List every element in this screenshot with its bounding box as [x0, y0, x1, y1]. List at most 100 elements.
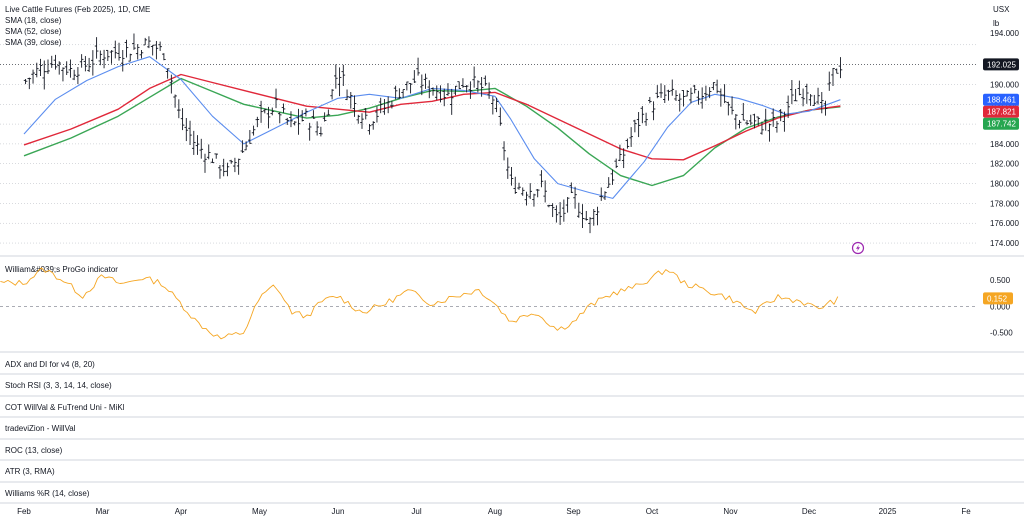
ohlc-bar — [715, 79, 719, 94]
ohlc-bar — [689, 87, 693, 104]
ohlc-bar — [135, 44, 140, 60]
pane-label-stochrsi[interactable]: Stoch RSI (3, 3, 14, 14, close) — [5, 381, 112, 390]
ohlc-bar — [229, 159, 233, 164]
ohlc-bar — [304, 108, 308, 117]
last-price-badge: 192.025 — [983, 58, 1019, 71]
ohlc-bar — [61, 67, 65, 82]
ohlc-bar — [132, 33, 136, 50]
time-axis-label: Oct — [646, 507, 659, 516]
ohlc-bar — [236, 158, 241, 175]
ohlc-bar — [741, 102, 746, 121]
ohlc-bar — [319, 126, 323, 137]
svg-text:187.821: 187.821 — [987, 108, 1016, 117]
ohlc-bar — [621, 148, 626, 169]
ohlc-bar — [812, 94, 817, 106]
ohlc-bar — [543, 180, 547, 203]
pane-label-cot[interactable]: COT WillVal & FuTrend Uni - MiKl — [5, 403, 125, 412]
ohlc-bar — [42, 60, 47, 90]
price-tick-label: 182.000 — [990, 160, 1019, 169]
progo-label[interactable]: William&#039;s ProGo indicator — [5, 265, 118, 274]
ohlc-bar — [322, 112, 327, 122]
ohlc-bar — [569, 182, 574, 193]
svg-text:188.461: 188.461 — [987, 96, 1016, 105]
currency-label[interactable]: USX — [993, 5, 1010, 14]
ohlc-bar — [704, 85, 708, 101]
ohlc-bar — [771, 108, 775, 127]
ohlc-bar — [539, 170, 544, 188]
progo-path — [0, 267, 839, 340]
symbol-title[interactable]: Live Cattle Futures (Feb 2025), 1D, CME — [5, 5, 150, 14]
main-pane — [0, 33, 978, 244]
indicator-label-sma18[interactable]: SMA (18, close) — [5, 16, 62, 25]
ohlc-bar — [793, 88, 798, 102]
pane-title-group: Live Cattle Futures (Feb 2025), 1D, CME … — [5, 5, 150, 47]
ohlc-bar — [154, 40, 159, 60]
ohlc-bar — [53, 54, 58, 70]
ohlc-bar — [330, 89, 334, 100]
progo-ticks: 0.500 0.000 -0.500 — [990, 276, 1013, 337]
unit-label[interactable]: lb — [993, 19, 1000, 28]
ohlc-bar — [472, 66, 476, 88]
indicator-label-sma52[interactable]: SMA (52, close) — [5, 27, 62, 36]
pane-label-tradevizion[interactable]: tradeviZion - WillVal — [5, 424, 76, 433]
ohlc-bar — [165, 68, 170, 79]
ohlc-bar — [737, 119, 742, 129]
ohlc-bar — [72, 69, 76, 81]
sma-badge: 187.821 — [983, 105, 1019, 118]
time-axis[interactable]: Feb Mar Apr May Jun Jul Aug Sep Oct Nov Dec 2025 Fe — [17, 507, 971, 516]
ohlc-bar — [390, 100, 394, 109]
pane-label-roc[interactable]: ROC (13, close) — [5, 446, 63, 455]
ohlc-bar — [775, 121, 779, 133]
ohlc-bar — [281, 103, 286, 113]
ohlc-bar — [120, 49, 125, 72]
lightning-icon[interactable] — [851, 241, 865, 255]
sma-39-line — [23, 73, 841, 161]
ohlc-bar — [255, 116, 260, 128]
ohlc-bar — [191, 130, 196, 155]
ohlc-bar — [393, 85, 398, 100]
ohlc-bar — [102, 49, 106, 69]
time-axis-label: May — [252, 507, 267, 516]
ohlc-bar — [218, 165, 222, 179]
ohlc-bar — [188, 120, 192, 145]
ohlc-bar — [311, 110, 316, 119]
ohlc-bar — [87, 57, 91, 72]
price-tick-label: 190.000 — [990, 80, 1019, 89]
time-axis-label: Nov — [723, 507, 737, 516]
ohlc-bar — [722, 84, 727, 104]
ohlc-bar — [558, 202, 562, 225]
ohlc-bar — [139, 50, 144, 59]
ohlc-bar — [464, 85, 469, 93]
ohlc-bar — [483, 75, 488, 86]
time-axis-label: Dec — [802, 507, 816, 516]
pane-separators — [0, 255, 1024, 504]
pane-label-adx[interactable]: ADX and DI for v4 (8, 20) — [5, 360, 95, 369]
price-tick-top: 194.000 — [990, 29, 1019, 38]
pane-label-atr[interactable]: ATR (3, RMA) — [5, 467, 55, 476]
ohlc-bar — [599, 187, 604, 201]
ohlc-bar — [214, 153, 219, 159]
ohlc-bar — [584, 210, 589, 221]
ohlc-bar — [263, 108, 267, 114]
ohlc-bar — [158, 41, 162, 51]
ohlc-bar — [790, 80, 794, 105]
ohlc-bar — [760, 121, 764, 135]
ohlc-bar — [767, 123, 772, 142]
ohlc-bar — [719, 88, 723, 107]
pane-label-williams[interactable]: Williams %R (14, close) — [5, 489, 90, 498]
indicator-label-sma39[interactable]: SMA (39, close) — [5, 38, 62, 47]
ohlc-bar — [203, 153, 207, 173]
ohlc-bar — [786, 95, 790, 118]
ohlc-bar — [416, 57, 420, 76]
ohlc-bar — [838, 57, 843, 79]
price-badges: 192.025 188.461 187.821 187.742 — [983, 58, 1019, 130]
ohlc-bar — [640, 106, 645, 124]
ohlc-bar — [150, 44, 155, 56]
ohlc-bar — [700, 87, 704, 109]
price-axis[interactable]: USX lb 194.000 174.000 176.000 178.000 180.… — [983, 5, 1019, 248]
progo-tick-label: 0.000 — [990, 302, 1011, 311]
ohlc-bar — [91, 50, 95, 76]
ohlc-bar — [662, 85, 667, 104]
ohlc-bar — [360, 113, 364, 129]
ohlc-bar — [277, 112, 282, 124]
